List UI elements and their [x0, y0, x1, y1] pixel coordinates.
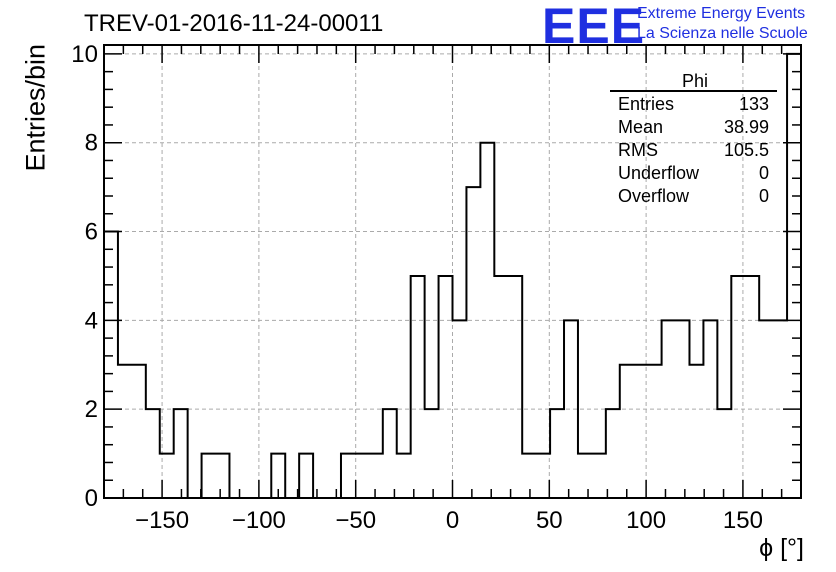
x-tick-label: −150: [135, 507, 189, 534]
chart-title: TREV-01-2016-11-24-00011: [84, 10, 384, 37]
plot-frame: [103, 44, 802, 499]
stats-label: Overflow: [618, 186, 690, 206]
x-tick-label: −100: [232, 507, 286, 534]
stats-value: 0: [759, 186, 769, 206]
x-tick-label: −50: [335, 507, 376, 534]
x-tick-label: 150: [723, 507, 763, 534]
histogram-line: [103, 52, 802, 499]
y-tick-label: 2: [85, 396, 98, 423]
stats-label: RMS: [618, 140, 658, 160]
stats-value: 105.5: [724, 140, 769, 160]
stats-value: 133: [739, 94, 769, 114]
x-axis-label: ϕ [°]: [759, 534, 804, 562]
stats-label: Entries: [618, 94, 674, 114]
stats-label: Mean: [618, 117, 663, 137]
x-tick-label: 100: [626, 507, 666, 534]
logo-line-1: Extreme Energy Events: [637, 5, 806, 22]
logo-line-2: La Scienza nelle Scuole: [637, 25, 808, 42]
y-tick-label: 10: [71, 41, 98, 68]
stats-box: Phi Entries 133 Mean 38.99 RMS 105.5 Underflow…: [610, 71, 777, 206]
y-tick-label: 4: [85, 307, 98, 334]
y-tick-label: 8: [85, 130, 98, 157]
y-tick-label: 6: [85, 219, 98, 246]
stats-rows: Entries 133 Mean 38.99 RMS 105.5 Underflow 0 Ove…: [618, 94, 769, 206]
y-tick-label: 0: [85, 485, 98, 512]
axis-ticks: [104, 45, 801, 498]
x-tick-label: 50: [536, 507, 563, 534]
stats-label: Underflow: [618, 163, 700, 183]
stats-value: 38.99: [724, 117, 769, 137]
x-tick-label: 0: [446, 507, 459, 534]
stats-title: Phi: [682, 71, 708, 91]
stats-value: 0: [759, 163, 769, 183]
grid: [104, 45, 801, 498]
tick-labels: −150 −100 −50 0 50 100 150 0 2 4 6 8 10: [71, 41, 763, 534]
